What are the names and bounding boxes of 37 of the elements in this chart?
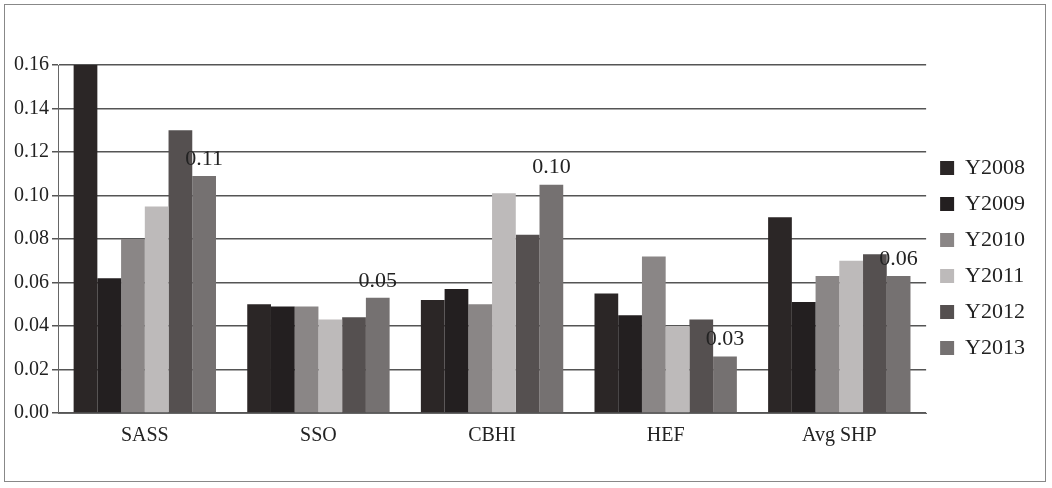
bar [886, 275, 911, 413]
legend-label: Y2013 [965, 333, 1025, 359]
bar [468, 304, 493, 413]
bar [665, 326, 690, 413]
y-tick-label: 0.00 [14, 400, 49, 423]
legend-label: Y2011 [965, 261, 1025, 287]
y-tick-label: 0.06 [14, 269, 49, 292]
bar [839, 260, 864, 413]
bar [815, 275, 840, 413]
bar [492, 193, 516, 413]
x-tick-label: Avg SHP [801, 423, 877, 447]
bar [539, 184, 564, 413]
y-tick-label: 0.12 [14, 139, 49, 162]
bar [192, 175, 216, 413]
bar [713, 356, 737, 413]
legend-label: Y2012 [965, 297, 1025, 323]
x-tick-label: SASS [120, 423, 169, 446]
y-tick-label: 0.02 [14, 356, 49, 379]
x-tick-label: CBHI [468, 423, 516, 446]
bar [294, 306, 319, 413]
y-tick-label: 0.04 [14, 313, 49, 336]
bar [121, 239, 145, 413]
bar [318, 319, 343, 413]
bar [144, 206, 169, 413]
y-tick-label: 0.08 [14, 226, 49, 249]
data-label: 0.06 [879, 244, 918, 270]
y-tick-label: 0.14 [14, 95, 49, 118]
y-tick-label: 0.16 [14, 52, 49, 75]
data-label: 0.10 [532, 153, 571, 179]
y-tick-label: 0.10 [14, 182, 49, 205]
x-tick-label: SSO [300, 423, 337, 446]
legend-label: Y2008 [965, 153, 1025, 179]
legend-label: Y2010 [965, 225, 1025, 251]
legend-label: Y2009 [965, 189, 1025, 215]
x-tick-label: HEF [646, 423, 685, 446]
bar [641, 256, 666, 413]
bar [365, 297, 390, 413]
